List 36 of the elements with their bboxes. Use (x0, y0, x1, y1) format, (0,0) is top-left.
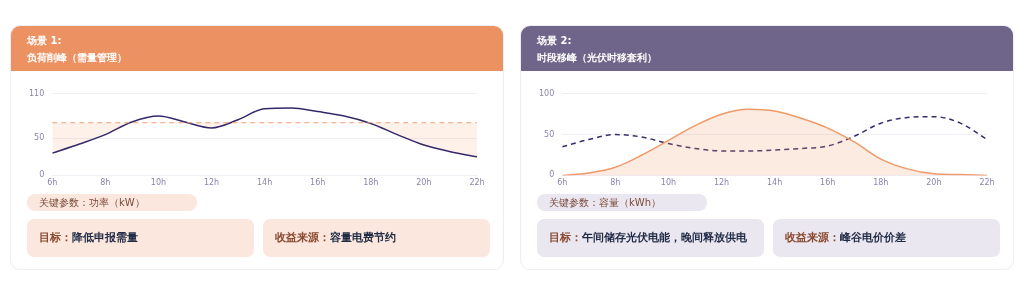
text: 关键参数：容量（kWh） (537, 194, 707, 211)
x-tick-label: 12h (713, 178, 730, 188)
x-tick-label: 12h (203, 178, 220, 188)
y-tick-label: 100 (538, 88, 555, 98)
text: 目标：午间储存光伏电能，晚间释放供电 (549, 231, 747, 244)
x-tick-label: 20h (926, 178, 942, 188)
x-tick-label: 14h (767, 178, 783, 188)
x-tick-label: 6h (47, 178, 58, 188)
x-tick-label: 20h (416, 178, 432, 188)
x-tick-label: 22h (469, 178, 485, 188)
chart-title: 场景 2: (537, 34, 573, 48)
line-series (52, 107, 477, 158)
line-series (562, 115, 987, 152)
y-tick-label: 50 (34, 133, 45, 143)
y-tick-label: 0 (549, 170, 555, 180)
text: 收益来源：容量电费节约 (275, 231, 396, 244)
y-tick-label: 0 (39, 170, 45, 180)
y-tick-label: 110 (28, 88, 45, 98)
y-tick-label: 50 (544, 129, 555, 139)
chart-subtitle: 负荷削峰（需量管理） (27, 51, 128, 65)
x-tick-label: 10h (150, 178, 167, 188)
x-tick-label: 22h (979, 178, 995, 188)
chart-subtitle: 时段移峰（光伏时移套利） (537, 51, 658, 65)
text: 目标：降低申报需量 (39, 231, 138, 244)
x-tick-label: 6h (557, 178, 568, 188)
text: 关键参数：功率（kW） (27, 194, 197, 211)
x-tick-label: 18h (363, 178, 379, 188)
x-tick-label: 8h (610, 178, 621, 188)
x-tick-label: 10h (660, 178, 677, 188)
x-tick-label: 14h (257, 178, 273, 188)
text: 收益来源：峰谷电价价差 (785, 231, 906, 244)
chart-title: 场景 1: (27, 34, 63, 48)
x-tick-label: 16h (820, 178, 836, 188)
x-tick-label: 8h (100, 178, 111, 188)
x-tick-label: 16h (310, 178, 326, 188)
x-tick-label: 18h (873, 178, 889, 188)
